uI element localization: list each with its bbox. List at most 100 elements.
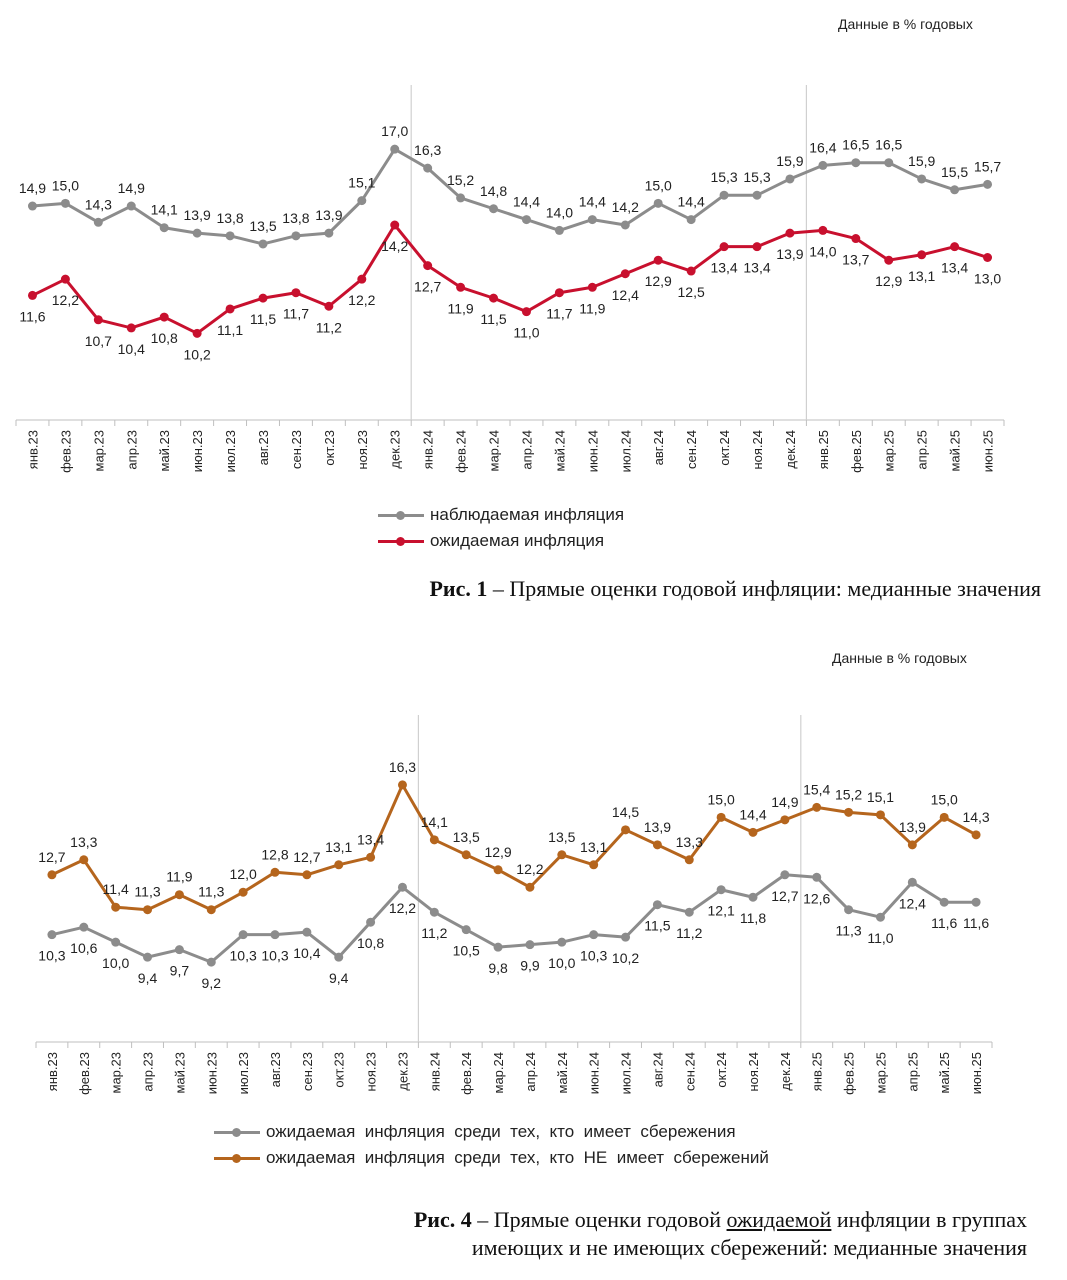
x-tick-label: май.25 — [948, 430, 963, 472]
data-point — [238, 930, 248, 940]
data-label: 12,4 — [612, 287, 639, 303]
data-label: 15,0 — [708, 791, 735, 807]
data-label: 15,1 — [348, 175, 375, 191]
data-label: 13,9 — [184, 207, 211, 223]
x-tick-label: июн.23 — [190, 430, 205, 472]
data-label: 11,6 — [963, 915, 989, 931]
data-label: 11,5 — [644, 918, 670, 934]
data-point — [429, 835, 439, 845]
data-point — [192, 228, 202, 238]
data-point — [620, 220, 630, 230]
data-label: 13,8 — [216, 210, 243, 226]
data-point — [423, 261, 433, 271]
caption-underlined: ожидаемой — [726, 1207, 832, 1232]
data-point — [557, 937, 567, 947]
data-point — [334, 860, 344, 870]
data-point — [456, 282, 466, 292]
data-point — [357, 196, 367, 206]
data-label: 15,2 — [835, 786, 862, 802]
data-point — [525, 940, 535, 950]
x-tick-label: мар.25 — [873, 1052, 888, 1093]
data-point — [93, 315, 103, 325]
x-tick-label: авг.23 — [268, 1052, 283, 1087]
x-tick-label: янв.23 — [45, 1052, 60, 1091]
data-label: 12,2 — [516, 861, 543, 877]
data-label: 14,0 — [546, 204, 573, 220]
x-tick-label: апр.24 — [523, 1052, 538, 1092]
data-label: 9,4 — [329, 970, 349, 986]
data-point — [554, 288, 564, 298]
data-label: 14,1 — [421, 814, 448, 830]
data-point — [780, 815, 790, 825]
data-label: 14,4 — [579, 194, 606, 210]
data-point — [397, 882, 407, 892]
data-point — [302, 870, 312, 880]
data-label: 14,3 — [962, 809, 989, 825]
x-tick-label: мар.24 — [491, 1052, 506, 1093]
data-label: 13,9 — [644, 819, 671, 835]
data-point — [174, 945, 184, 955]
data-label: 11,7 — [283, 306, 309, 322]
data-label: 10,3 — [38, 948, 65, 964]
data-label: 14,3 — [85, 196, 112, 212]
data-point — [652, 840, 662, 850]
x-tick-label: сен.23 — [289, 430, 304, 469]
data-point — [620, 269, 630, 279]
data-point — [47, 870, 57, 880]
x-tick-label: июл.24 — [619, 1052, 634, 1094]
data-point — [47, 930, 57, 940]
data-label: 14,4 — [678, 194, 705, 210]
data-label: 14,5 — [612, 804, 639, 820]
x-tick-label: дек.24 — [783, 430, 798, 469]
data-point — [238, 887, 248, 897]
x-tick-label: сен.24 — [684, 430, 699, 469]
data-label: 16,3 — [414, 142, 441, 158]
series-line — [32, 147, 988, 246]
x-tick-label: апр.25 — [915, 430, 930, 470]
chart-4: Данные в % годовых янв.23 фев.23 мар.23 апр… — [0, 640, 1067, 1280]
data-label: 10,3 — [230, 948, 257, 964]
data-point — [983, 253, 993, 262]
data-point — [719, 190, 729, 200]
x-tick-label: янв.24 — [427, 1052, 442, 1091]
x-tick-label: июл.23 — [236, 1052, 251, 1094]
x-tick-label: фев.24 — [459, 1052, 474, 1095]
x-tick-label: окт.23 — [322, 430, 337, 466]
x-tick-label: фев.25 — [842, 1052, 857, 1095]
data-point — [950, 185, 960, 195]
x-tick-label: авг.24 — [650, 1052, 665, 1087]
x-tick-label: мар.23 — [109, 1052, 124, 1093]
data-point — [366, 852, 376, 862]
caption-text: – Прямые оценки годовой инфляции: медиан… — [487, 576, 1041, 601]
chart-1: Данные в % годовых янв.23 фев.23 мар.23 апр… — [0, 0, 1067, 620]
data-point — [983, 179, 993, 189]
data-label: 10,8 — [151, 330, 178, 346]
legend-label: ожидаемая инфляция — [430, 531, 605, 550]
x-tick-label: ноя.24 — [746, 1052, 761, 1092]
data-label: 15,0 — [52, 177, 79, 193]
x-tick-label: дек.24 — [778, 1052, 793, 1091]
data-label: 10,2 — [184, 346, 211, 362]
x-tick-label: июл.24 — [618, 430, 633, 472]
data-label: 10,3 — [261, 948, 288, 964]
series-line — [51, 783, 977, 912]
x-tick-label: ноя.24 — [750, 430, 765, 470]
data-point — [907, 840, 917, 850]
data-label: 12,7 — [414, 279, 441, 295]
data-label: 12,7 — [293, 849, 320, 865]
chart-1-legend: наблюдаемая инфляция ожидаемая инфляция — [378, 502, 624, 554]
data-label: 12,4 — [899, 895, 926, 911]
data-point — [557, 850, 567, 860]
x-tick-label: сен.24 — [682, 1052, 697, 1091]
data-point — [851, 234, 861, 244]
data-label: 11,9 — [579, 300, 605, 316]
data-point — [206, 905, 216, 915]
data-label: 10,0 — [548, 955, 575, 971]
caption-text: инфляции в группах — [831, 1207, 1027, 1232]
data-point — [684, 907, 694, 917]
x-tick-label: ноя.23 — [364, 1052, 379, 1092]
x-tick-label: июн.24 — [587, 1052, 602, 1094]
x-tick-label: окт.24 — [714, 1052, 729, 1088]
data-label: 11,2 — [316, 319, 342, 335]
data-point — [456, 193, 466, 203]
